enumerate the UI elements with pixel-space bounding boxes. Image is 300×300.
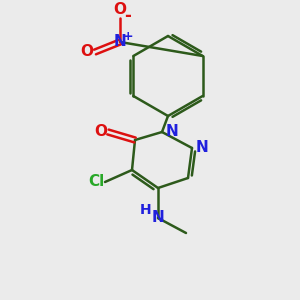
Text: +: + bbox=[123, 31, 133, 44]
Text: N: N bbox=[166, 124, 178, 140]
Text: Cl: Cl bbox=[88, 175, 104, 190]
Text: N: N bbox=[196, 140, 208, 155]
Text: N: N bbox=[114, 34, 126, 50]
Text: H: H bbox=[140, 203, 152, 217]
Text: O: O bbox=[94, 124, 107, 140]
Text: O: O bbox=[80, 44, 94, 59]
Text: -: - bbox=[124, 7, 131, 25]
Text: O: O bbox=[113, 2, 127, 17]
Text: N: N bbox=[152, 211, 164, 226]
